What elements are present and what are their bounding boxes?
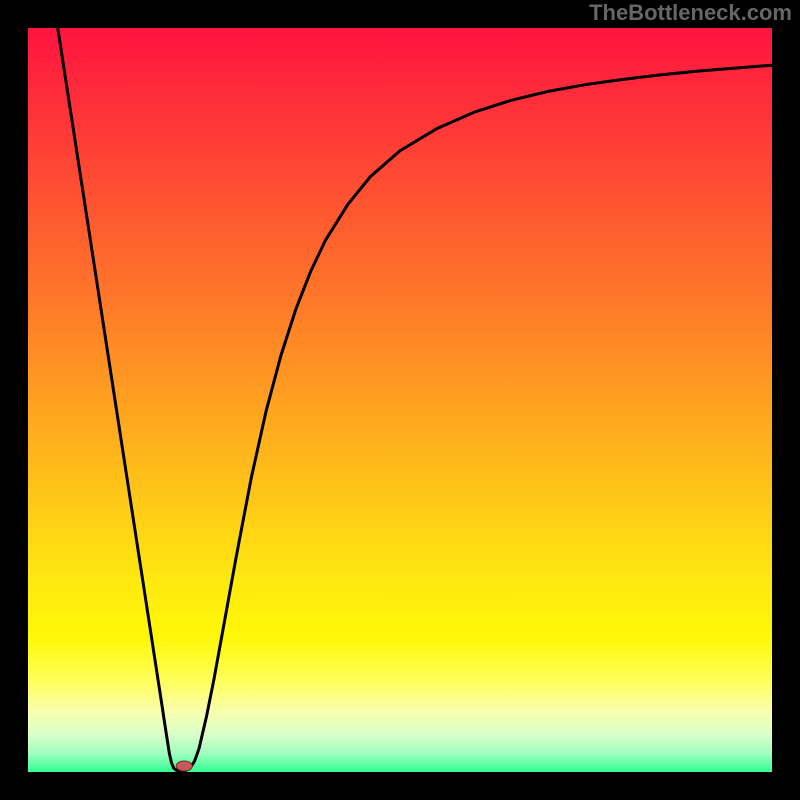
- chart-svg: [0, 0, 800, 800]
- optimal-point-marker: [176, 761, 192, 771]
- plot-background: [28, 28, 772, 772]
- bottleneck-chart: TheBottleneck.com: [0, 0, 800, 800]
- watermark-text: TheBottleneck.com: [589, 0, 792, 26]
